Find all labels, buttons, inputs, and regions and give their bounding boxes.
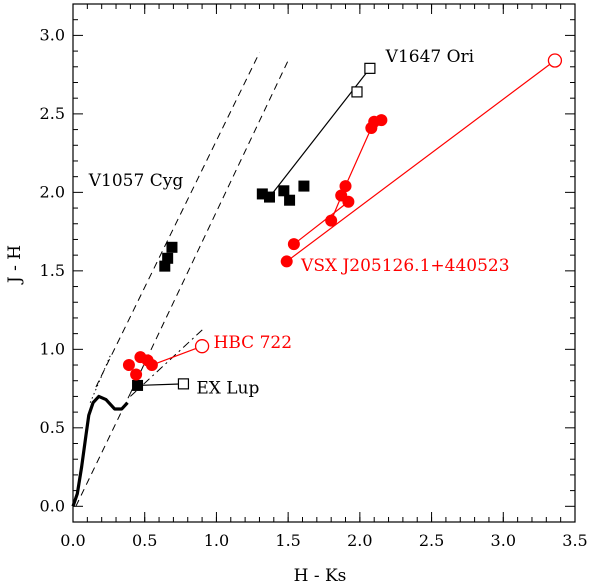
x-tick-label: 1.5: [275, 531, 300, 550]
annotation-label: VSX J205126.1+440523: [300, 256, 510, 276]
data-points-layer: [122, 53, 563, 391]
connector-lines-layer: [137, 60, 556, 387]
y-tick-label: 3.0: [40, 25, 65, 44]
annotation-label: HBC 722: [214, 333, 293, 353]
filled-square-point: [159, 260, 171, 272]
x-tick-label: 0.5: [132, 531, 157, 550]
x-tick-label: 0.0: [60, 531, 85, 550]
open-square-point: [351, 86, 363, 98]
reddening-line: [95, 52, 260, 388]
annotations-layer: V1647 Ori V1057 Cyg EX Lup VSX J205126.1+44…: [88, 47, 510, 398]
filled-circle-point: [280, 255, 293, 268]
filled-circle-point: [342, 195, 355, 208]
x-tick-label: 3.5: [562, 531, 587, 550]
filled-circle-point: [287, 238, 300, 251]
filled-square-point: [263, 191, 275, 203]
filled-circle-point: [145, 359, 158, 372]
y-tick-label: 0.5: [40, 418, 65, 437]
filled-circle-point: [339, 180, 352, 193]
open-circle-point: [547, 53, 563, 68]
annotation-label: EX Lup: [196, 378, 259, 398]
filled-square-point: [256, 188, 268, 200]
x-tick-label: 3.0: [491, 531, 516, 550]
y-tick-label: 1.5: [40, 261, 65, 280]
annotation-label: V1057 Cyg: [88, 171, 184, 191]
x-tick-label: 2.0: [347, 531, 372, 550]
filled-square-point: [284, 194, 296, 206]
filled-square-point: [298, 180, 310, 192]
y-tick-label: 0.0: [40, 496, 65, 515]
y-tick-label: 2.0: [40, 182, 65, 201]
reference-lines-layer: [71, 52, 289, 507]
reddening-line: [75, 393, 131, 507]
axis-ticks-layer: [72, 4, 576, 523]
connector-line: [151, 345, 203, 366]
filled-circle-point: [130, 368, 143, 381]
y-tick-label: 2.5: [40, 104, 65, 123]
x-axis-title: H - Ks: [294, 566, 347, 585]
filled-square-point: [166, 241, 178, 253]
connector-line: [137, 383, 184, 387]
x-tick-label: 1.0: [204, 531, 229, 550]
annotation-label: V1647 Ori: [385, 47, 475, 67]
connector-line: [286, 60, 556, 262]
filled-circle-point: [122, 359, 135, 372]
reddening-line: [129, 60, 289, 394]
x-tick-label: 2.5: [419, 531, 444, 550]
open-circle-point: [194, 339, 210, 354]
connector-line: [293, 201, 349, 245]
filled-circle-point: [375, 114, 388, 127]
y-axis-title: J - H: [5, 245, 25, 285]
open-square-point: [177, 378, 190, 390]
filled-circle-point: [325, 214, 338, 227]
open-square-point: [364, 62, 376, 74]
filled-square-point: [162, 252, 174, 264]
filled-square-point: [278, 185, 290, 197]
y-tick-label: 1.0: [40, 339, 65, 358]
main-sequence-curve: [71, 394, 129, 507]
tick-labels-layer: 0.0 0.5 1.0 1.5 2.0 2.5 3.0 3.5 0.0 0.5 1.0 1.5 2.0 2…: [40, 25, 588, 550]
filled-square-point: [132, 379, 144, 391]
plot-frame: [72, 3, 576, 523]
reddening-line: [130, 326, 206, 397]
